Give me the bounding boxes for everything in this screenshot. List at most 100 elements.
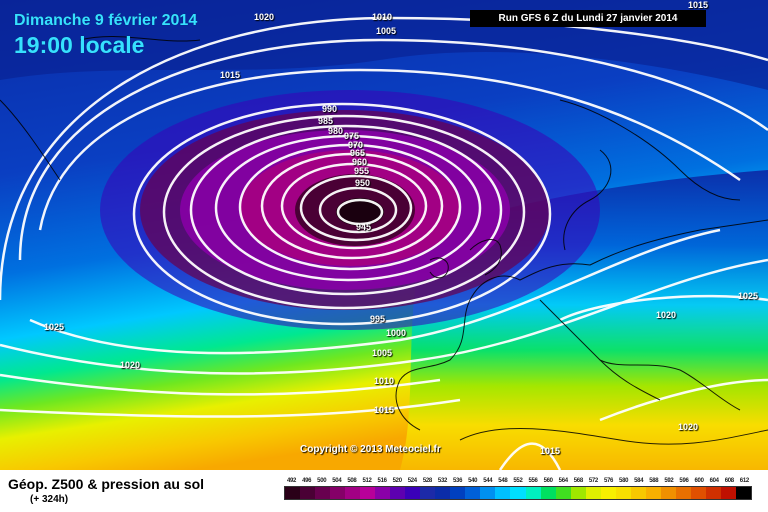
- isobar-label: 975: [344, 131, 360, 141]
- scale-swatch: [315, 487, 331, 499]
- isobar-label: 945: [356, 222, 372, 232]
- scale-swatch: [570, 487, 586, 499]
- scale-tick-label: 508: [347, 478, 357, 484]
- scale-tick-label: 560: [543, 478, 553, 484]
- isobar-label: 965: [350, 148, 366, 158]
- isobar-label: 1020: [120, 360, 141, 370]
- isobar-label: 1025: [44, 322, 65, 332]
- copyright-notice: Copyright © 2013 Meteociel.fr: [300, 444, 441, 455]
- scale-tick-label: 532: [437, 478, 448, 484]
- scale-swatch: [645, 487, 661, 499]
- isobar-label: 1015: [540, 446, 561, 456]
- scale-tick-label: 524: [407, 478, 417, 484]
- scale-swatch: [285, 487, 301, 499]
- isobar-label: 1025: [738, 291, 759, 301]
- scale-swatch: [615, 487, 631, 499]
- scale-tick-label: 556: [528, 478, 538, 484]
- scale-swatch: [435, 487, 451, 499]
- scale-swatch: [540, 487, 556, 499]
- legend-panel: Géop. Z500 & pression au sol (+ 324h) 49…: [0, 470, 768, 512]
- scale-tick-label: 520: [392, 478, 402, 484]
- scale-tick-label: 600: [694, 478, 704, 484]
- scale-tick-label: 512: [362, 478, 372, 484]
- scale-tick-label: 592: [664, 478, 674, 484]
- scale-swatch: [705, 487, 721, 499]
- isobar-label: 1020: [656, 310, 677, 320]
- scale-tick-label: 568: [573, 478, 583, 484]
- scale-swatch: [465, 487, 481, 499]
- scale-swatch: [735, 487, 751, 499]
- scale-swatch: [495, 487, 511, 499]
- forecast-map: Dimanche 9 février 2014 19:00 locale Run…: [0, 0, 768, 470]
- scale-ticks: 492 496 500 504 508 512 516 520 524 528 532 536 540 5…: [284, 478, 752, 484]
- scale-tick-label: 576: [603, 478, 614, 484]
- scale-tick-label: 588: [649, 478, 659, 484]
- isobar-label: 985: [318, 116, 334, 126]
- isobar-label: 1005: [372, 348, 393, 358]
- forecast-time: 19:00 locale: [14, 32, 145, 58]
- scale-swatch: [555, 487, 571, 499]
- isobar-label: 995: [370, 314, 386, 324]
- legend-title: Géop. Z500 & pression au sol: [8, 476, 205, 492]
- scale-swatch: [330, 487, 346, 499]
- scale-swatch: [660, 487, 676, 499]
- scale-swatch: [480, 487, 496, 499]
- isobar-label: 960: [352, 157, 368, 167]
- scale-swatch: [360, 487, 376, 499]
- scale-tick-label: 608: [724, 478, 734, 484]
- scale-tick-label: 596: [679, 478, 689, 484]
- scale-swatch: [720, 487, 736, 499]
- legend-subtitle: (+ 324h): [30, 494, 69, 505]
- scale-swatch: [690, 487, 706, 499]
- isobar-label: 955: [354, 166, 370, 176]
- scale-tick-label: 536: [453, 478, 463, 484]
- isobar-label: 1020: [678, 422, 699, 432]
- isobar-label: 990: [322, 104, 338, 114]
- scale-tick-label: 540: [468, 478, 478, 484]
- isobar-label: 950: [355, 178, 371, 188]
- scale-tick-label: 492: [286, 478, 297, 484]
- isobar-label: 1015: [220, 70, 241, 80]
- scale-tick-label: 528: [422, 478, 432, 484]
- scale-swatch: [525, 487, 541, 499]
- scale-swatch: [420, 487, 436, 499]
- scale-tick-label: 504: [332, 478, 342, 484]
- scale-tick-label: 580: [619, 478, 629, 484]
- color-scale: 492 496 500 504 508 512 516 520 524 528 532 536 540 5…: [284, 478, 752, 500]
- scale-swatch: [375, 487, 391, 499]
- scale-tick-label: 500: [317, 478, 327, 484]
- isobar-label: 970: [348, 140, 364, 150]
- scale-swatch: [630, 487, 646, 499]
- isobar-label: 1000: [386, 328, 407, 338]
- isobar-label: 1015: [688, 0, 709, 10]
- scale-tick-label: 572: [588, 478, 598, 484]
- scale-tick-label: 544: [483, 478, 493, 484]
- scale-swatch: [510, 487, 526, 499]
- scale-swatch: [390, 487, 406, 499]
- scale-tick-label: 612: [739, 478, 749, 484]
- isobar-label: 1010: [374, 376, 395, 386]
- scale-swatch: [585, 487, 601, 499]
- model-run-label: Run GFS 6 Z du Lundi 27 janvier 2014: [470, 10, 706, 27]
- scale-swatch: [300, 487, 316, 499]
- isobar-label: 1005: [376, 26, 397, 36]
- scale-swatch: [600, 487, 616, 499]
- scale-tick-label: 552: [513, 478, 523, 484]
- scale-tick-label: 496: [302, 478, 312, 484]
- isobar-label: 1010: [372, 12, 393, 22]
- scale-tick-label: 604: [709, 478, 719, 484]
- scale-tick-label: 548: [498, 478, 508, 484]
- map-canvas: [0, 0, 768, 470]
- isobar-label: 1015: [374, 405, 395, 415]
- forecast-date: Dimanche 9 février 2014: [14, 12, 198, 29]
- scale-swatch: [675, 487, 691, 499]
- scale-swatch: [450, 487, 466, 499]
- scale-swatch: [345, 487, 361, 499]
- scale-tick-label: 516: [377, 478, 387, 484]
- scale-tick-label: 564: [558, 478, 568, 484]
- scale-tick-label: 584: [634, 478, 644, 484]
- scale-bar: [284, 486, 752, 500]
- isobar-label: 1020: [254, 12, 275, 22]
- scale-swatch: [405, 487, 421, 499]
- isobar-label: 980: [328, 126, 344, 136]
